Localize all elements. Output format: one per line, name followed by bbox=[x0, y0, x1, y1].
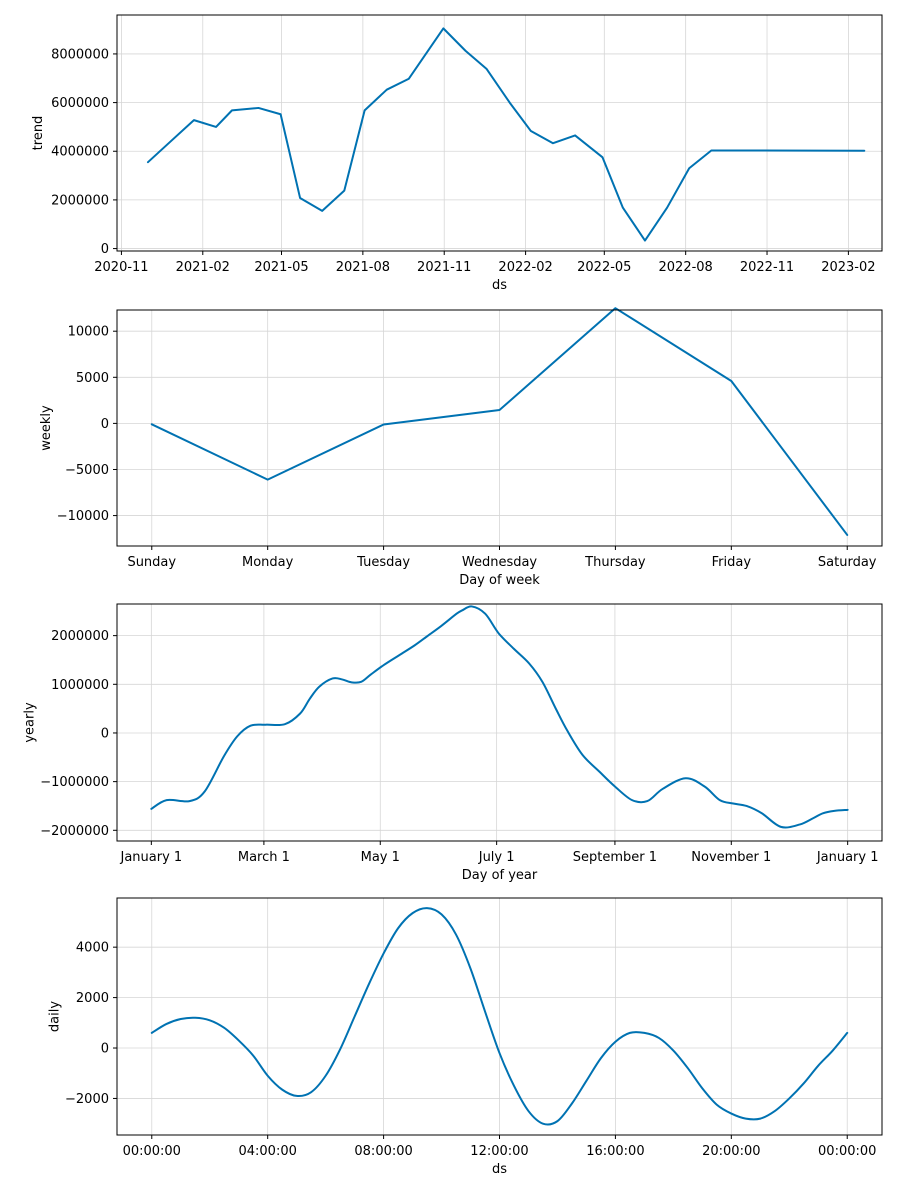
trend-panel: 2020-11 2021-02 2021-05 2021-08 2021-11 2022-… bbox=[31, 14, 883, 293]
yearly-xtick-label: November 1 bbox=[691, 850, 771, 865]
yearly-xtick-label: March 1 bbox=[238, 850, 290, 865]
yearly-xtick-label: May 1 bbox=[361, 850, 400, 865]
weekly-xtick-label: Tuesday bbox=[356, 555, 410, 570]
trend-xtick-label: 2021-05 bbox=[254, 260, 308, 275]
weekly-ytick-label: −5000 bbox=[65, 463, 109, 478]
daily-yaxis-label: daily bbox=[48, 1001, 63, 1032]
weekly-ytick-label: 0 bbox=[101, 417, 109, 432]
yearly-ytick-label: 2000000 bbox=[51, 629, 109, 644]
yearly-plot-frame bbox=[116, 603, 883, 842]
weekly-panel: Sunday Monday Tuesday Wednesday Thursday Frid… bbox=[39, 307, 883, 588]
trend-xtick-label: 2022-11 bbox=[740, 260, 794, 275]
weekly-xtick-label: Wednesday bbox=[462, 555, 538, 570]
trend-ytick-label: 8000000 bbox=[51, 47, 109, 62]
trend-xtick-label: 2021-02 bbox=[176, 260, 230, 275]
trend-xaxis-label: ds bbox=[492, 278, 507, 293]
trend-xtick-label: 2022-08 bbox=[659, 260, 713, 275]
weekly-ytick-label: 10000 bbox=[68, 325, 109, 340]
weekly-xtick-label: Sunday bbox=[127, 555, 176, 570]
daily-xtick-label: 20:00:00 bbox=[702, 1144, 760, 1159]
yearly-ytick-label: −1000000 bbox=[40, 775, 109, 790]
trend-xtick-label: 2023-02 bbox=[821, 260, 875, 275]
yearly-yaxis-label: yearly bbox=[23, 702, 38, 743]
daily-ytick-label: 4000 bbox=[76, 941, 109, 956]
daily-xtick-label: 08:00:00 bbox=[354, 1144, 412, 1159]
trend-ytick-label: 4000000 bbox=[51, 145, 109, 160]
daily-ytick-label: 0 bbox=[101, 1042, 109, 1057]
yearly-xtick-label: January 1 bbox=[816, 850, 879, 865]
yearly-xtick-label: July 1 bbox=[478, 850, 515, 865]
weekly-yaxis-label: weekly bbox=[39, 405, 54, 451]
daily-xtick-label: 04:00:00 bbox=[238, 1144, 296, 1159]
trend-ytick-label: 0 bbox=[101, 242, 109, 257]
yearly-xtick-label: September 1 bbox=[573, 850, 657, 865]
daily-xtick-label: 16:00:00 bbox=[586, 1144, 644, 1159]
trend-ytick-label: 2000000 bbox=[51, 193, 109, 208]
daily-series-line bbox=[150, 907, 849, 1126]
trend-xtick-label: 2021-08 bbox=[336, 260, 390, 275]
trend-ytick-label: 6000000 bbox=[51, 96, 109, 111]
weekly-xtick-label: Thursday bbox=[584, 555, 646, 570]
trend-xtick-label: 2022-02 bbox=[498, 260, 552, 275]
weekly-xtick-label: Monday bbox=[242, 555, 294, 570]
weekly-ytick-label: −10000 bbox=[57, 509, 109, 524]
daily-ytick-label: 2000 bbox=[76, 991, 109, 1006]
weekly-xtick-label: Friday bbox=[712, 555, 752, 570]
weekly-xtick-label: Saturday bbox=[818, 555, 877, 570]
daily-panel: 00:00:00 04:00:00 08:00:00 12:00:00 16:00:00… bbox=[48, 897, 883, 1177]
daily-xtick-label: 00:00:00 bbox=[818, 1144, 876, 1159]
weekly-xaxis-label: Day of week bbox=[459, 573, 540, 588]
yearly-ytick-label: 1000000 bbox=[51, 678, 109, 693]
yearly-ytick-label: 0 bbox=[101, 726, 109, 741]
daily-xaxis-label: ds bbox=[492, 1162, 507, 1177]
yearly-panel: January 1 March 1 May 1 July 1 September 1 No… bbox=[23, 603, 883, 883]
trend-series-line bbox=[146, 27, 866, 242]
trend-yaxis-label: trend bbox=[31, 116, 46, 151]
yearly-xtick-label: January 1 bbox=[119, 850, 182, 865]
daily-xtick-label: 12:00:00 bbox=[470, 1144, 528, 1159]
yearly-xaxis-label: Day of year bbox=[462, 868, 538, 883]
weekly-ytick-label: 5000 bbox=[76, 371, 109, 386]
yearly-series-line bbox=[150, 605, 849, 829]
trend-xtick-label: 2021-11 bbox=[417, 260, 471, 275]
trend-xtick-label: 2022-05 bbox=[577, 260, 631, 275]
trend-plot-frame bbox=[116, 14, 883, 252]
weekly-series-line bbox=[150, 307, 849, 536]
daily-xtick-label: 00:00:00 bbox=[123, 1144, 181, 1159]
yearly-ytick-label: −2000000 bbox=[40, 824, 109, 839]
daily-ytick-label: −2000 bbox=[65, 1092, 109, 1107]
trend-xtick-label: 2020-11 bbox=[94, 260, 148, 275]
